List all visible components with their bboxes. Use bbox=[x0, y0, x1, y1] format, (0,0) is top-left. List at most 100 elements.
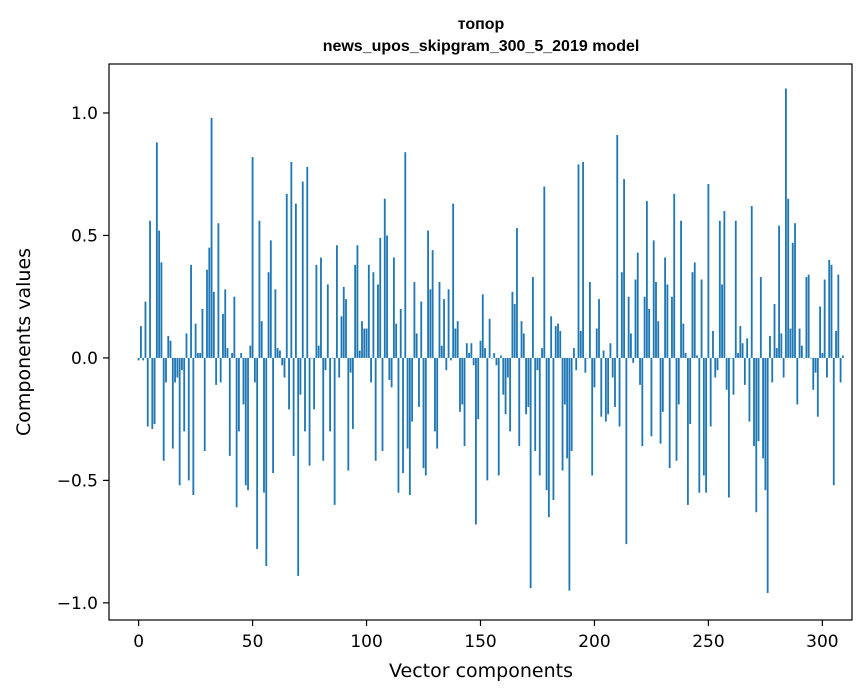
bar bbox=[322, 357, 325, 461]
bar bbox=[365, 328, 368, 358]
bar bbox=[461, 357, 464, 405]
bar bbox=[456, 321, 459, 358]
bar bbox=[196, 353, 199, 358]
bar bbox=[614, 357, 616, 407]
bar bbox=[748, 357, 751, 422]
bar bbox=[518, 357, 521, 447]
bar bbox=[402, 357, 404, 474]
bar bbox=[338, 357, 341, 378]
plot-frame bbox=[108, 63, 853, 621]
bar bbox=[693, 262, 696, 358]
bar bbox=[486, 357, 489, 481]
bar bbox=[709, 357, 712, 427]
bar bbox=[712, 330, 714, 358]
bar bbox=[351, 357, 354, 429]
bar bbox=[297, 357, 300, 576]
bar bbox=[279, 350, 281, 358]
bar bbox=[283, 357, 286, 378]
bar bbox=[732, 357, 735, 395]
bar bbox=[511, 291, 514, 358]
bar bbox=[238, 357, 240, 432]
bar bbox=[812, 357, 815, 390]
bar bbox=[737, 353, 739, 358]
bar bbox=[495, 357, 498, 366]
bar bbox=[292, 357, 295, 456]
bar bbox=[249, 345, 252, 358]
bar bbox=[488, 318, 491, 358]
bar bbox=[342, 286, 345, 358]
bar bbox=[158, 230, 161, 358]
bar bbox=[570, 357, 573, 451]
bar bbox=[260, 321, 263, 358]
bar bbox=[803, 357, 806, 359]
bar bbox=[527, 357, 530, 407]
bar bbox=[841, 355, 844, 358]
bar bbox=[794, 223, 796, 358]
bar bbox=[274, 289, 277, 358]
bar bbox=[607, 357, 610, 415]
bar bbox=[541, 348, 543, 358]
bar bbox=[643, 296, 646, 358]
bar bbox=[427, 230, 429, 358]
bar bbox=[231, 353, 233, 358]
y-axis-label: Components values bbox=[13, 248, 35, 436]
bar bbox=[623, 179, 625, 358]
bar bbox=[769, 335, 771, 358]
bar bbox=[591, 357, 594, 476]
bar bbox=[513, 304, 516, 358]
bar bbox=[228, 357, 231, 456]
bar bbox=[233, 296, 236, 358]
bar bbox=[258, 220, 261, 358]
bar bbox=[445, 357, 448, 371]
bar bbox=[454, 328, 457, 358]
bar bbox=[680, 220, 682, 358]
bar bbox=[734, 220, 737, 358]
bar bbox=[634, 279, 637, 358]
bar bbox=[566, 357, 569, 459]
bar bbox=[837, 274, 840, 358]
bar bbox=[652, 240, 655, 358]
bar bbox=[169, 340, 172, 358]
bar bbox=[816, 357, 819, 417]
bar bbox=[459, 357, 461, 412]
bar bbox=[183, 357, 186, 432]
chart-subtitle: news_upos_skipgram_300_5_2019 model bbox=[323, 38, 640, 55]
bar bbox=[390, 357, 393, 388]
bar bbox=[616, 135, 619, 358]
bar bbox=[577, 164, 580, 358]
bar bbox=[830, 264, 833, 358]
bar bbox=[659, 357, 662, 444]
bar bbox=[367, 264, 370, 358]
bar bbox=[438, 281, 441, 358]
bar bbox=[645, 201, 648, 358]
bar bbox=[137, 357, 140, 361]
bar bbox=[586, 357, 589, 359]
bar bbox=[835, 330, 837, 358]
bar bbox=[630, 333, 632, 358]
bar bbox=[440, 345, 443, 358]
bar bbox=[636, 252, 639, 358]
bar bbox=[828, 259, 831, 358]
bar bbox=[306, 166, 309, 358]
bar bbox=[705, 357, 708, 493]
bar bbox=[331, 357, 334, 359]
bar bbox=[775, 348, 778, 358]
bar bbox=[655, 281, 657, 358]
bar bbox=[584, 357, 587, 373]
bar bbox=[235, 357, 238, 508]
bar bbox=[468, 353, 471, 358]
bar bbox=[661, 357, 664, 412]
bar bbox=[475, 357, 477, 525]
bar bbox=[212, 291, 215, 358]
bar bbox=[547, 357, 550, 518]
bar bbox=[721, 284, 723, 358]
bar bbox=[755, 357, 758, 513]
bar bbox=[377, 284, 379, 358]
bar bbox=[308, 357, 311, 466]
bar bbox=[479, 340, 482, 358]
bar bbox=[208, 247, 211, 358]
bar bbox=[449, 357, 452, 361]
bar bbox=[392, 257, 395, 358]
y-tick-label: 0.0 bbox=[71, 349, 98, 369]
